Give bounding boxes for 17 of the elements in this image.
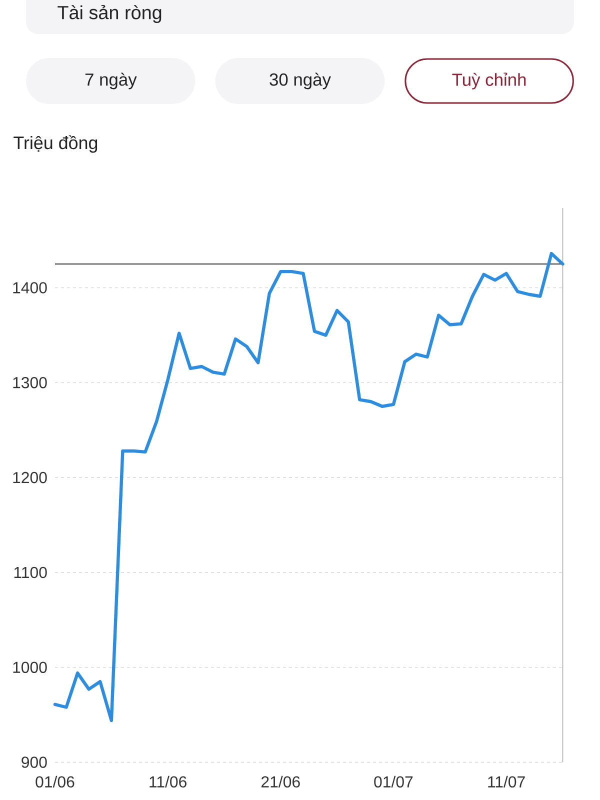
text: 7 ngày	[85, 72, 137, 90]
x-tick-label: 01/06	[36, 776, 74, 788]
y-tick-label: 1400	[13, 282, 47, 294]
text: 30 ngày	[270, 72, 331, 90]
y-tick-label: 1300	[13, 376, 47, 388]
chart-title: Tài sản ròng	[58, 4, 162, 24]
y-tick-label: 900	[22, 756, 47, 768]
y-tick-label: 1000	[13, 662, 47, 674]
text: Tuỳ chỉnh	[452, 72, 526, 90]
y-tick-label: 1100	[14, 566, 47, 578]
y-tick-label: 1200	[13, 472, 47, 484]
x-tick-label: 11/07	[488, 776, 525, 788]
x-tick-label: 21/06	[261, 776, 300, 788]
x-tick-label: 01/07	[374, 776, 413, 788]
x-tick-label: 11/06	[150, 776, 186, 788]
y-axis-title: Triệu đồng	[14, 135, 98, 153]
line-series	[53, 252, 564, 722]
